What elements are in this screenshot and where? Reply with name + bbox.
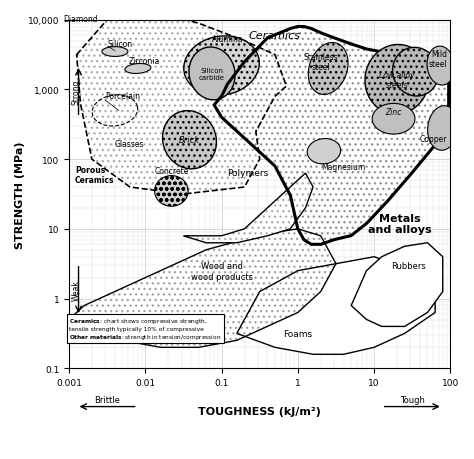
Text: Weak: Weak bbox=[72, 280, 81, 301]
Polygon shape bbox=[69, 230, 336, 347]
Text: Silicon
carbide: Silicon carbide bbox=[199, 68, 225, 81]
Text: Porcelain: Porcelain bbox=[105, 92, 140, 101]
Text: Porous
Ceramics: Porous Ceramics bbox=[75, 166, 115, 185]
Polygon shape bbox=[308, 44, 348, 95]
Text: Copper: Copper bbox=[419, 134, 447, 143]
Polygon shape bbox=[351, 243, 443, 327]
Y-axis label: STRENGTH (MPa): STRENGTH (MPa) bbox=[15, 141, 25, 248]
Polygon shape bbox=[189, 48, 235, 101]
Polygon shape bbox=[365, 45, 429, 115]
Text: $\bf{Ceramics}$: chart shows compressive strength,
tensile strength typically 10: $\bf{Ceramics}$: chart shows compressive… bbox=[69, 316, 222, 341]
Polygon shape bbox=[307, 139, 341, 164]
Text: Brick: Brick bbox=[179, 136, 200, 145]
Text: Strong: Strong bbox=[72, 79, 81, 105]
Text: Ceramics: Ceramics bbox=[249, 31, 301, 41]
Text: Glasses: Glasses bbox=[115, 139, 145, 148]
Text: Zinc: Zinc bbox=[385, 107, 402, 117]
Polygon shape bbox=[77, 14, 286, 195]
Text: Magnesium: Magnesium bbox=[321, 163, 365, 172]
Polygon shape bbox=[125, 64, 151, 74]
Text: Silicon: Silicon bbox=[108, 40, 133, 49]
Text: Metals
and alloys: Metals and alloys bbox=[368, 213, 432, 235]
Text: Zirconia: Zirconia bbox=[128, 57, 160, 66]
Polygon shape bbox=[237, 257, 435, 354]
Text: Stainless
steel: Stainless steel bbox=[303, 53, 338, 72]
Text: Concrete: Concrete bbox=[154, 166, 189, 175]
Text: Tough: Tough bbox=[400, 395, 425, 404]
Text: Alumina: Alumina bbox=[212, 35, 244, 44]
X-axis label: TOUGHNESS (kJ/m²): TOUGHNESS (kJ/m²) bbox=[198, 407, 321, 416]
Text: Diamond: Diamond bbox=[63, 15, 98, 24]
Text: Brittle: Brittle bbox=[94, 395, 120, 404]
Text: Foams: Foams bbox=[283, 329, 312, 338]
Polygon shape bbox=[428, 106, 458, 151]
Polygon shape bbox=[155, 176, 188, 207]
Polygon shape bbox=[372, 104, 415, 135]
Polygon shape bbox=[214, 28, 449, 245]
Polygon shape bbox=[102, 48, 128, 57]
Text: Polymers: Polymers bbox=[227, 168, 268, 177]
Polygon shape bbox=[183, 174, 313, 243]
Polygon shape bbox=[184, 37, 259, 96]
Text: Low alloy
steels: Low alloy steels bbox=[379, 70, 415, 90]
Text: Rubbers: Rubbers bbox=[391, 261, 426, 270]
Text: Mild
steel: Mild steel bbox=[428, 50, 447, 69]
Polygon shape bbox=[427, 47, 455, 86]
Text: Wood and
wood products: Wood and wood products bbox=[191, 262, 253, 281]
Polygon shape bbox=[392, 48, 438, 97]
Polygon shape bbox=[163, 112, 217, 169]
